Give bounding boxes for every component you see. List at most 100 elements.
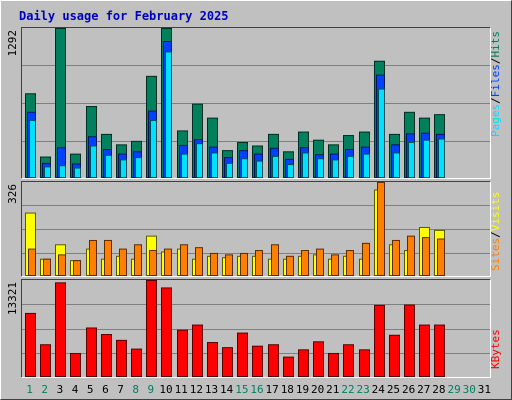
bar-sites-day-14 [225,254,233,277]
day-label-16: 16 [250,383,263,396]
y-max-label: 13321 [6,282,19,315]
bar-kbytes-day-3 [55,282,66,377]
bar-sites-day-24 [377,182,385,276]
bar-sites-day-11 [180,244,188,277]
bar-pages-day-15 [241,158,248,178]
bar-pages-day-6 [105,154,112,178]
day-label-24: 24 [372,383,386,396]
bar-sites-day-12 [195,247,203,277]
bar-sites-day-27 [422,237,430,277]
day-label-3: 3 [57,383,64,396]
day-label-15: 15 [235,383,248,396]
bar-sites-day-13 [210,252,218,276]
bar-kbytes-day-28 [434,324,445,377]
bar-kbytes-day-7 [116,339,127,378]
y-max-label: 326 [6,184,19,204]
bar-sites-day-18 [286,255,294,276]
legend-item-sites: Sites [489,238,502,271]
day-label-20: 20 [311,383,324,396]
bar-pages-day-28 [438,138,445,179]
bar-kbytes-day-25 [389,334,400,377]
bar-pages-day-12 [196,143,203,178]
day-label-29: 29 [447,383,460,396]
plot-frame-dark [21,27,491,179]
bar-sites-day-16 [255,250,263,276]
bar-pages-day-13 [211,152,218,179]
day-label-10: 10 [159,383,172,396]
bar-kbytes-day-4 [70,352,81,378]
day-label-12: 12 [190,383,203,396]
bar-sites-day-22 [346,250,354,276]
bar-sites-day-17 [271,244,279,277]
chart-title: Daily usage for February 2025 [19,9,229,23]
day-label-27: 27 [417,383,430,396]
bar-sites-day-8 [134,244,142,277]
bar-pages-day-14 [226,162,233,178]
bar-sites-day-5 [89,239,97,277]
bar-kbytes-day-2 [40,344,51,377]
bar-kbytes-day-20 [313,341,324,377]
bar-kbytes-day-21 [328,352,339,378]
day-label-23: 23 [357,383,370,396]
day-label-11: 11 [175,383,188,396]
day-label-8: 8 [132,383,139,396]
bar-kbytes-day-10 [161,287,172,378]
bar-pages-day-22 [347,155,354,178]
bar-pages-day-23 [363,153,370,179]
day-axis: 1 2 3 4 5 6 7 8 9 10 11 12 13 14 15 16 17 18 19 20 21 22 23 24 2… [26,383,491,396]
day-label-7: 7 [117,383,124,396]
bar-kbytes-day-1 [25,312,36,377]
bar-pages-day-21 [332,159,339,178]
day-label-2: 2 [41,383,48,396]
bar-sites-day-3 [58,254,66,277]
day-label-5: 5 [87,383,94,396]
bar-pages-day-8 [135,157,142,179]
bar-pages-day-2 [44,166,51,178]
bar-pages-day-1 [29,119,36,178]
day-label-13: 13 [205,383,218,396]
bar-kbytes-day-12 [192,324,203,377]
plot-frame-light [21,181,491,277]
legend: Sites/Visits [489,192,502,272]
panel-visits-sites: 326 Sites/Visits [6,181,502,277]
bar-kbytes-day-15 [237,332,248,378]
day-label-14: 14 [220,383,234,396]
bar-pages-day-25 [393,152,400,179]
bar-pages-day-5 [90,145,97,179]
day-label-25: 25 [387,383,400,396]
bar-kbytes-day-19 [298,349,309,378]
bar-sites-day-19 [301,250,309,276]
bar-kbytes-day-16 [252,345,263,377]
bar-kbytes-day-13 [207,342,218,377]
bar-sites-day-9 [149,250,157,276]
bar-kbytes-day-26 [404,304,415,377]
day-label-17: 17 [266,383,279,396]
bar-kbytes-day-6 [101,334,112,377]
bar-sites-day-23 [362,242,370,276]
legend-item-pages: Pages [489,104,502,137]
day-label-31: 31 [478,383,491,396]
bar-sites-day-7 [119,248,127,276]
bar-kbytes-day-17 [268,344,279,377]
legend: KBytes [489,329,502,369]
day-label-28: 28 [432,383,445,396]
bar-kbytes-day-23 [359,349,370,378]
bar-sites-day-21 [331,254,339,277]
bar-pages-day-16 [256,160,263,179]
bar-pages-day-26 [408,142,415,179]
bar-pages-day-27 [423,139,430,178]
bar-kbytes-day-11 [177,329,188,378]
bar-sites-day-20 [316,248,324,276]
bar-sites-day-6 [104,239,112,277]
bar-sites-day-2 [43,258,51,276]
day-label-19: 19 [296,383,309,396]
day-label-1: 1 [26,383,33,396]
bar-pages-day-24 [378,88,385,178]
day-label-6: 6 [102,383,109,396]
bar-kbytes-day-8 [131,348,142,377]
bar-kbytes-day-9 [146,280,157,377]
